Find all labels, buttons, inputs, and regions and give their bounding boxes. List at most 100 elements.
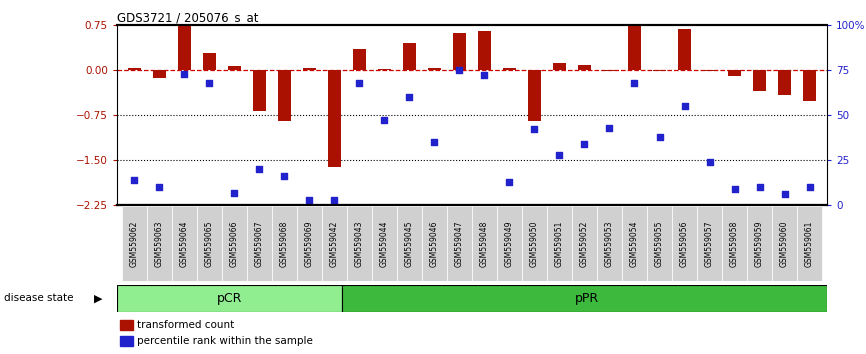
Text: GSM559053: GSM559053 (605, 220, 614, 267)
Text: GSM559055: GSM559055 (655, 220, 664, 267)
Point (152, 184, 166, 190)
Point (378, 118, 391, 123)
Point (228, 190, 242, 195)
FancyBboxPatch shape (522, 206, 547, 281)
Bar (203, 53, 216, 70)
Bar (120, 336, 132, 346)
Text: GSM559049: GSM559049 (505, 220, 514, 267)
Text: GSM559065: GSM559065 (205, 220, 214, 267)
Text: percentile rank within the sample: percentile rank within the sample (137, 336, 313, 346)
FancyBboxPatch shape (797, 206, 822, 281)
Text: GSM559060: GSM559060 (780, 220, 789, 267)
Bar (603, 70, 617, 71)
Text: disease state: disease state (4, 293, 74, 303)
Bar (553, 63, 566, 70)
Bar (120, 320, 132, 330)
Text: GSM559063: GSM559063 (155, 220, 164, 267)
Point (477, 73, 491, 78)
Point (803, 184, 817, 190)
Bar (278, 70, 291, 121)
Point (603, 125, 617, 131)
Point (578, 141, 591, 147)
FancyBboxPatch shape (697, 206, 722, 281)
FancyBboxPatch shape (422, 206, 447, 281)
Point (302, 197, 316, 203)
Bar (702, 70, 716, 71)
FancyBboxPatch shape (297, 206, 322, 281)
Text: GSM559042: GSM559042 (330, 220, 339, 267)
Point (677, 103, 691, 109)
FancyBboxPatch shape (347, 206, 372, 281)
Point (403, 94, 417, 100)
Point (628, 80, 642, 85)
FancyBboxPatch shape (272, 206, 297, 281)
Point (428, 139, 442, 145)
Text: GSM559061: GSM559061 (805, 220, 814, 267)
Bar (677, 29, 691, 70)
FancyBboxPatch shape (247, 206, 272, 281)
Point (502, 179, 516, 185)
FancyBboxPatch shape (672, 206, 697, 281)
Bar (127, 68, 141, 70)
Bar (727, 70, 741, 76)
FancyBboxPatch shape (722, 206, 747, 281)
Point (453, 67, 467, 73)
Point (352, 80, 366, 85)
Bar (578, 65, 591, 70)
Text: GSM559064: GSM559064 (180, 220, 189, 267)
FancyBboxPatch shape (572, 206, 597, 281)
Text: GSM559066: GSM559066 (230, 220, 239, 267)
Bar (178, 24, 191, 70)
Bar (403, 43, 417, 70)
Text: ▶: ▶ (94, 293, 102, 303)
Point (778, 192, 792, 197)
Bar (628, 24, 642, 70)
Text: GSM559059: GSM559059 (755, 220, 764, 267)
Text: GSM559062: GSM559062 (130, 220, 139, 267)
FancyBboxPatch shape (172, 206, 197, 281)
Point (253, 166, 267, 172)
FancyBboxPatch shape (372, 206, 397, 281)
FancyBboxPatch shape (397, 206, 422, 281)
Text: GSM559051: GSM559051 (555, 220, 564, 267)
Point (277, 173, 291, 179)
Bar (352, 49, 366, 70)
Point (203, 80, 216, 85)
Bar (302, 68, 316, 70)
FancyBboxPatch shape (122, 206, 147, 281)
Text: GSM559047: GSM559047 (455, 220, 464, 267)
Text: GSM559069: GSM559069 (305, 220, 314, 267)
Text: GSM559050: GSM559050 (530, 220, 539, 267)
Point (753, 184, 766, 190)
Bar (342, 285, 827, 312)
FancyBboxPatch shape (622, 206, 647, 281)
Text: pCR: pCR (216, 292, 242, 305)
Point (327, 197, 341, 203)
Text: GSM559067: GSM559067 (255, 220, 264, 267)
Point (727, 186, 741, 192)
Point (653, 134, 667, 139)
Bar (428, 68, 442, 70)
FancyBboxPatch shape (597, 206, 622, 281)
Text: GSM559058: GSM559058 (730, 220, 739, 267)
Bar (477, 31, 491, 70)
FancyBboxPatch shape (472, 206, 497, 281)
Text: pPR: pPR (575, 292, 599, 305)
FancyBboxPatch shape (547, 206, 572, 281)
Bar (803, 70, 817, 101)
FancyBboxPatch shape (747, 206, 772, 281)
Bar (527, 70, 541, 121)
Text: GSM559045: GSM559045 (405, 220, 414, 267)
Bar (117, 285, 342, 312)
Bar (378, 69, 391, 70)
FancyBboxPatch shape (447, 206, 472, 281)
FancyBboxPatch shape (222, 206, 247, 281)
Text: GSM559068: GSM559068 (280, 220, 289, 267)
Bar (778, 70, 792, 95)
Bar (253, 70, 267, 111)
Text: GSM559054: GSM559054 (630, 220, 639, 267)
Text: GSM559046: GSM559046 (430, 220, 439, 267)
Bar (502, 68, 516, 70)
Point (527, 127, 541, 132)
Text: transformed count: transformed count (137, 320, 234, 330)
